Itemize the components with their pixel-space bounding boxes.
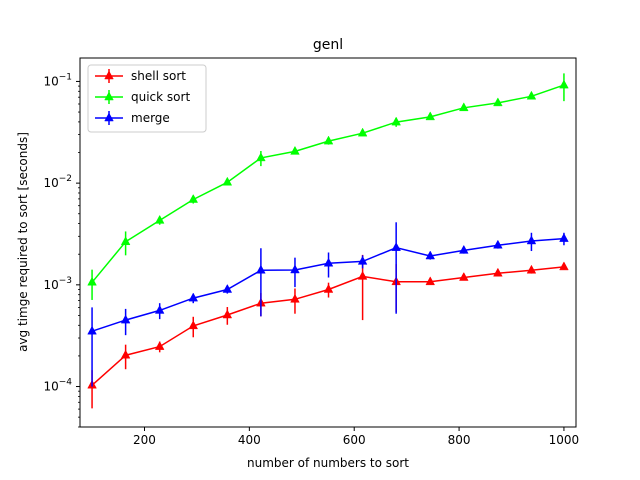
axes-frame bbox=[79, 57, 577, 428]
data-point bbox=[559, 79, 569, 89]
data-point bbox=[323, 283, 334, 293]
series-merge bbox=[87, 222, 569, 387]
x-tick-label: 1000 bbox=[549, 433, 580, 447]
data-point bbox=[425, 111, 436, 121]
legend-box bbox=[87, 64, 207, 133]
data-point bbox=[256, 152, 266, 162]
legend: shell sort quick sort merge bbox=[87, 64, 207, 133]
data-point bbox=[459, 271, 469, 281]
x-tick-label: 600 bbox=[343, 433, 366, 447]
legend-marker bbox=[104, 112, 114, 122]
data-point bbox=[526, 235, 537, 245]
x-tick-label: 400 bbox=[238, 433, 261, 447]
data-point bbox=[222, 176, 233, 186]
y-tick-label-base: 10 bbox=[43, 380, 58, 394]
data-point bbox=[493, 97, 503, 107]
data-point bbox=[559, 261, 569, 271]
data-point bbox=[222, 309, 233, 319]
data-point bbox=[391, 242, 401, 251]
data-point bbox=[425, 276, 436, 286]
data-point bbox=[154, 214, 165, 224]
data-point bbox=[323, 135, 334, 145]
x-axis-label: number of numbers to sort bbox=[247, 456, 409, 470]
data-point bbox=[290, 293, 300, 303]
data-point bbox=[154, 341, 165, 350]
data-point bbox=[459, 244, 469, 254]
data-point bbox=[222, 283, 233, 293]
data-point bbox=[357, 270, 368, 280]
series-quick-sort bbox=[87, 73, 569, 300]
chart-title: genl bbox=[313, 37, 343, 53]
data-point bbox=[87, 276, 97, 286]
y-tick-label: 10−3 bbox=[43, 276, 72, 292]
legend-label: merge bbox=[131, 111, 170, 125]
y-tick-label-base: 10 bbox=[43, 74, 58, 88]
data-point bbox=[120, 314, 131, 324]
y-axis: 10−410−310−210−1 bbox=[43, 72, 80, 428]
y-axis-label: avg timge required to sort [seconds] bbox=[16, 132, 30, 352]
data-point bbox=[120, 236, 131, 246]
data-point bbox=[188, 193, 199, 203]
data-point bbox=[323, 257, 334, 267]
data-point bbox=[425, 250, 436, 260]
y-tick-label: 10−4 bbox=[43, 378, 72, 394]
y-tick-label-exponent: −2 bbox=[59, 174, 72, 184]
data-point bbox=[526, 90, 537, 100]
data-point bbox=[188, 292, 199, 302]
data-point bbox=[391, 116, 401, 126]
plot-area bbox=[87, 73, 569, 409]
data-point bbox=[120, 349, 131, 359]
legend-label: quick sort bbox=[131, 90, 190, 104]
y-tick-label: 10−1 bbox=[43, 72, 72, 88]
data-point bbox=[559, 233, 569, 242]
data-point bbox=[188, 320, 199, 330]
legend-label: shell sort bbox=[131, 69, 186, 83]
data-point bbox=[256, 264, 266, 274]
y-tick-label: 10−2 bbox=[43, 174, 72, 190]
data-point bbox=[290, 264, 300, 274]
y-tick-label-base: 10 bbox=[43, 278, 58, 292]
x-axis: 200 400 600 800 1000 bbox=[133, 427, 579, 447]
data-point bbox=[357, 127, 368, 137]
legend-marker bbox=[104, 91, 114, 101]
data-point bbox=[526, 264, 537, 274]
x-tick-label: 200 bbox=[133, 433, 156, 447]
data-point bbox=[357, 255, 368, 265]
y-tick-label-exponent: −3 bbox=[59, 276, 72, 286]
data-point bbox=[459, 102, 469, 112]
legend-marker bbox=[104, 70, 114, 80]
data-point bbox=[154, 304, 165, 314]
data-point bbox=[290, 145, 300, 155]
y-tick-label-exponent: −1 bbox=[59, 72, 72, 82]
y-tick-label-exponent: −4 bbox=[59, 378, 73, 388]
x-tick-label: 800 bbox=[448, 433, 471, 447]
data-point bbox=[493, 239, 503, 249]
data-point bbox=[87, 325, 97, 335]
data-point bbox=[493, 267, 503, 277]
y-tick-label-base: 10 bbox=[43, 176, 58, 190]
